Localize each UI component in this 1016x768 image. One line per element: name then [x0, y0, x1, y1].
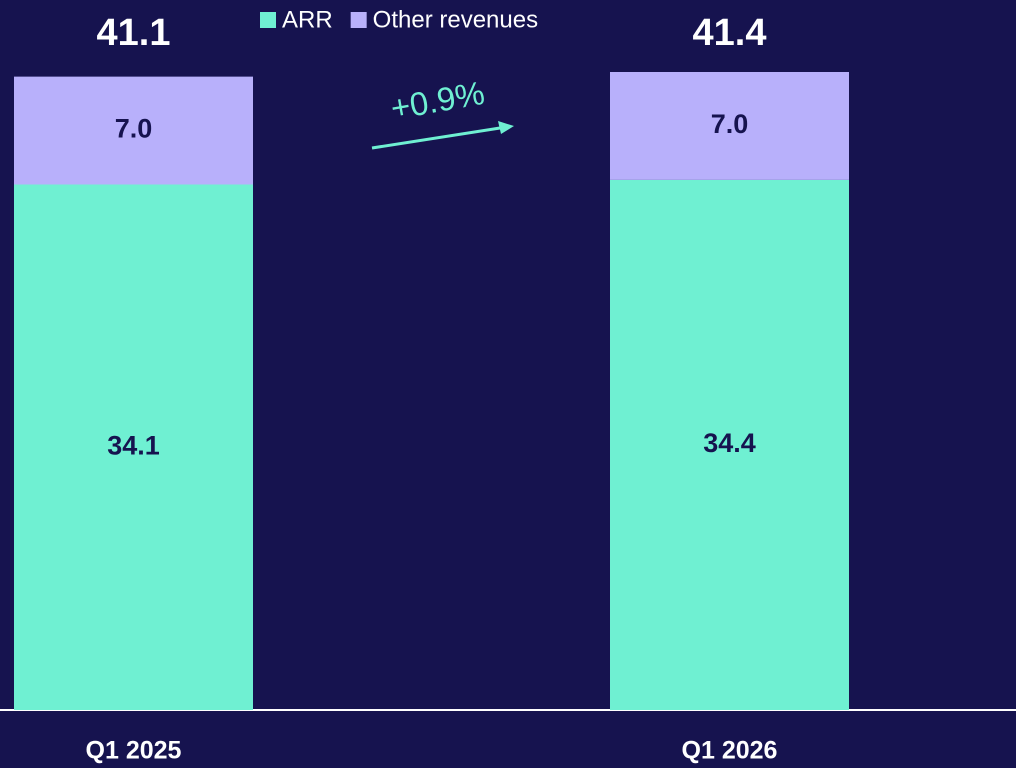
bar-segment	[14, 76, 253, 185]
growth-arrow	[371, 126, 501, 150]
legend-swatch	[350, 12, 367, 28]
value-label: 7.0	[115, 114, 153, 144]
arrow-head	[498, 121, 514, 134]
total-label: 41.4	[693, 12, 767, 54]
legend-label: Other revenues	[373, 6, 538, 33]
bar-segment	[14, 184, 253, 711]
total-label: 41.1	[97, 12, 171, 54]
bar-segment	[610, 72, 849, 180]
value-label: 7.0	[711, 109, 749, 139]
bar-segment	[610, 179, 849, 710]
value-label: 34.4	[703, 428, 756, 458]
x-tick-label: Q1 2025	[86, 737, 182, 765]
legend-label: ARR	[282, 6, 333, 33]
legend-swatch	[260, 12, 276, 28]
value-label: 34.1	[107, 430, 160, 460]
x-tick-label: Q1 2026	[682, 737, 778, 765]
